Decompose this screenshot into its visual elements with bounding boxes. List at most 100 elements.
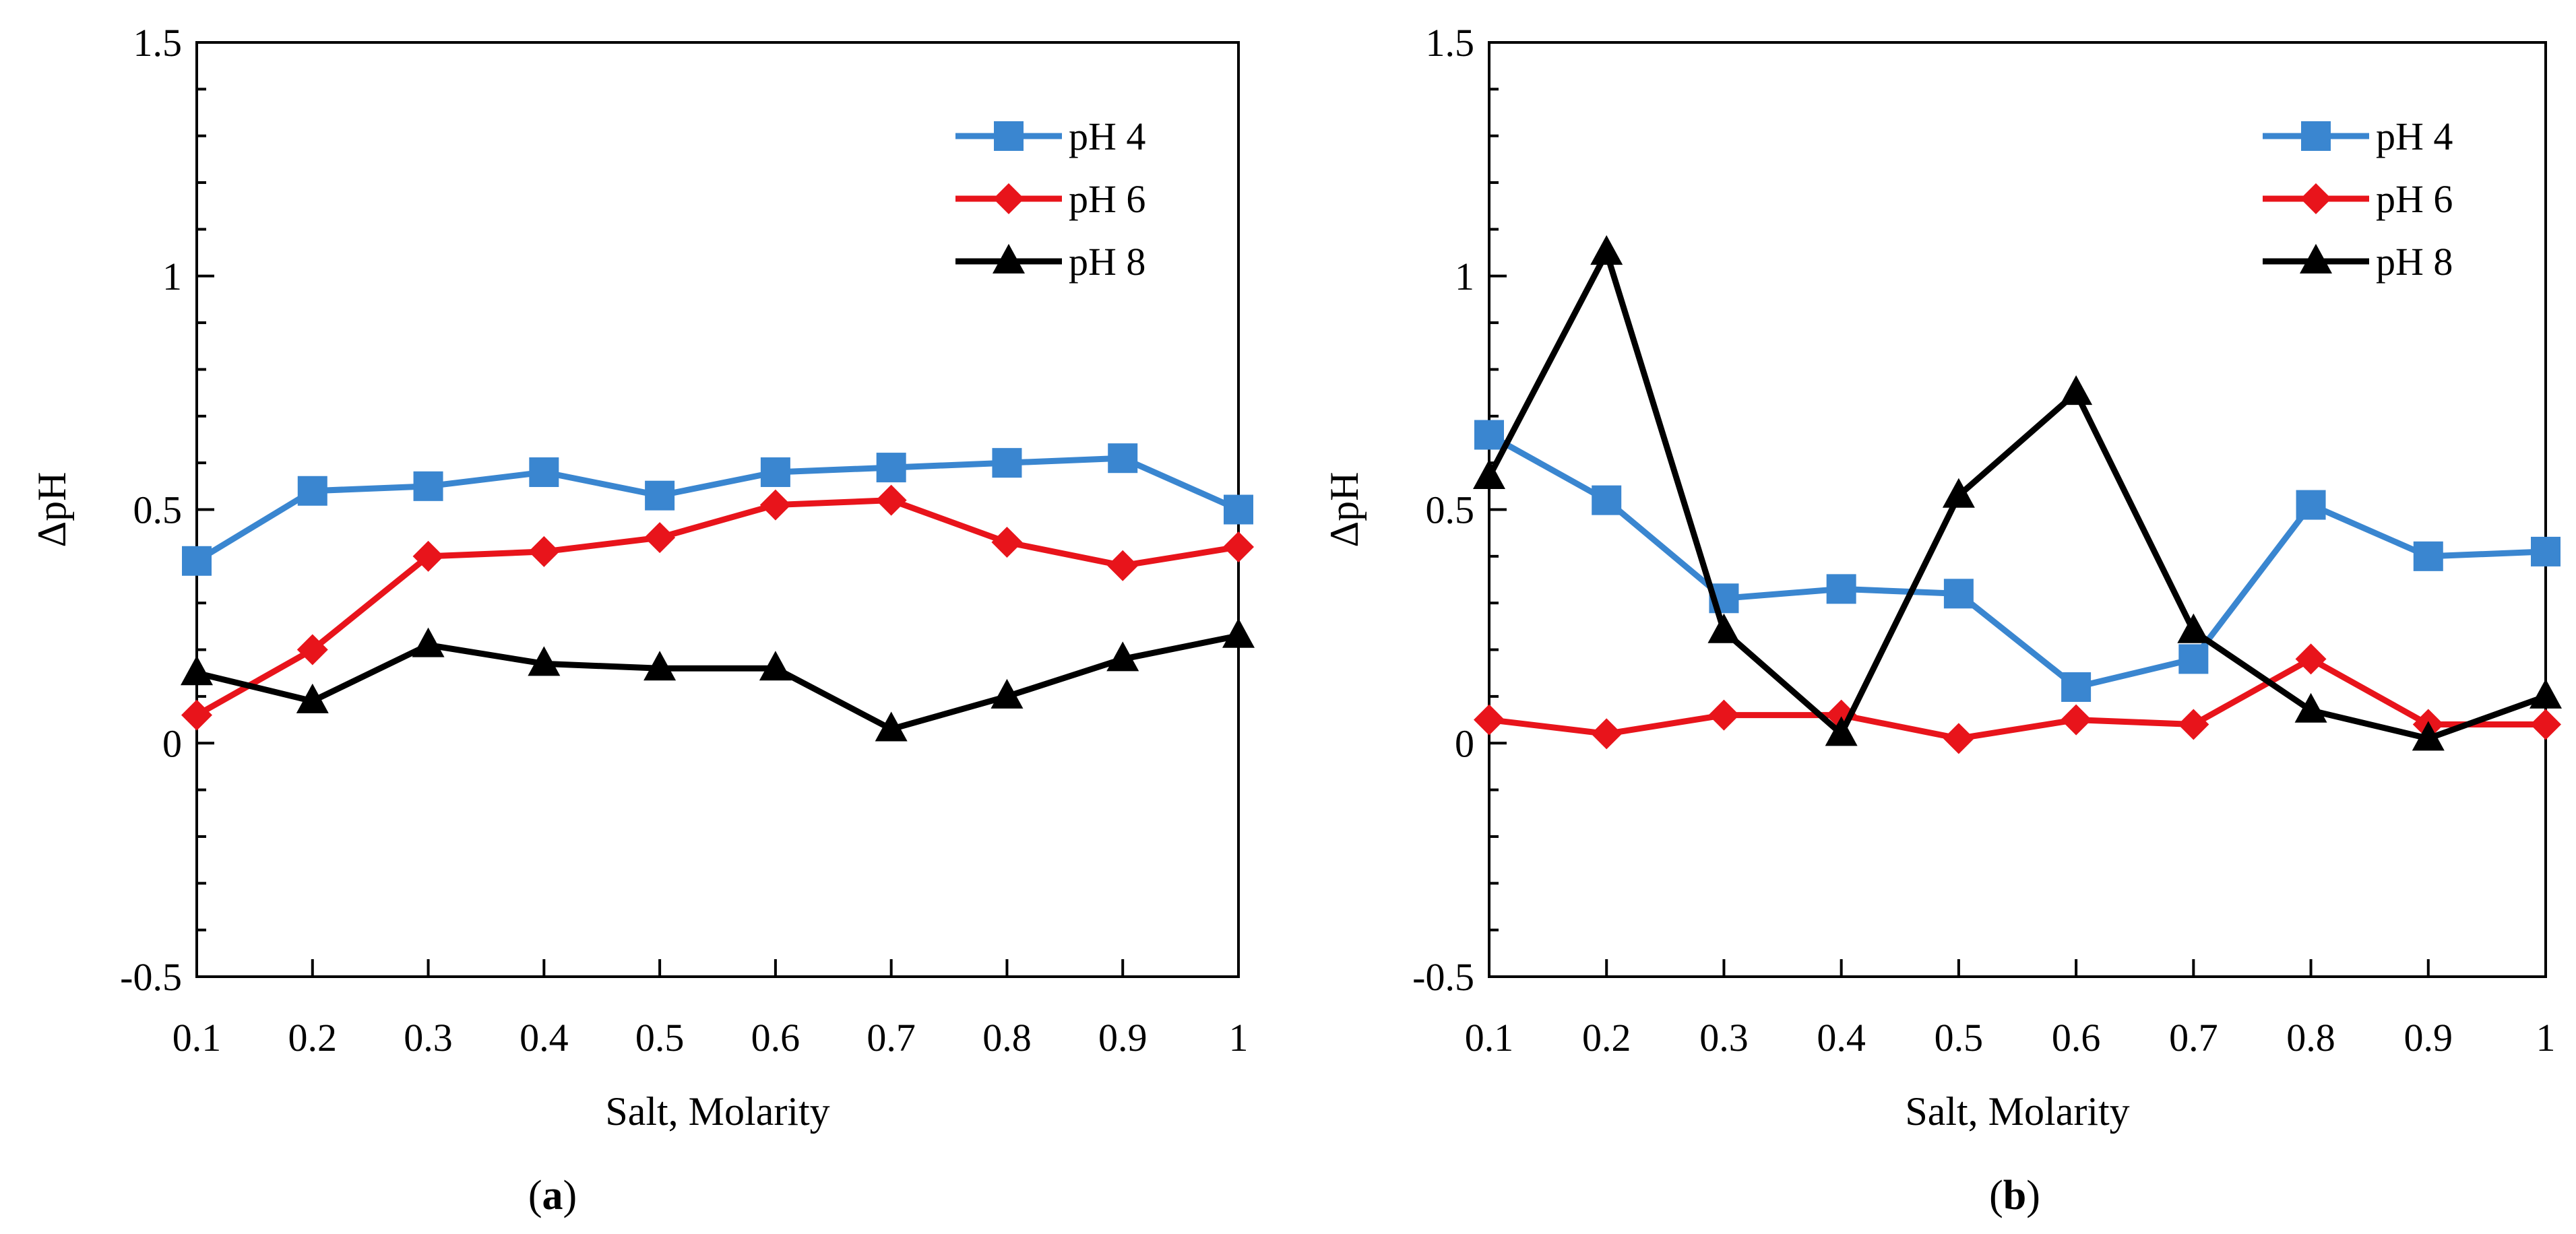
x-tick-label: 0.5 — [1935, 1016, 1984, 1060]
data-point — [875, 711, 908, 742]
legend-marker — [2300, 183, 2331, 214]
data-point — [1223, 531, 1254, 562]
data-point — [1107, 550, 1139, 581]
x-tick-label: 0.2 — [1582, 1016, 1631, 1060]
x-tick-label: 0.6 — [751, 1016, 800, 1060]
data-point — [2412, 721, 2445, 751]
x-tick-label: 0.4 — [520, 1016, 569, 1060]
data-point — [412, 627, 445, 657]
x-tick-label: 0.5 — [635, 1016, 685, 1060]
y-tick-label: 0.5 — [1426, 488, 1475, 532]
data-point — [991, 678, 1024, 709]
chart-panel-b: -0.5 0 0.5 1 1.5 0.1 0.2 0.3 0.4 0.5 0.6 0.7 0.8 0.9 1… — [1322, 21, 2562, 1219]
legend-marker — [993, 244, 1025, 273]
legend-item: pH 8 — [2263, 240, 2453, 284]
x-tick-label: 1 — [1229, 1016, 1249, 1060]
data-point — [759, 651, 792, 681]
legend-marker — [2300, 244, 2332, 273]
data-point — [2177, 613, 2210, 643]
data-point — [1707, 613, 1740, 643]
y-tick-label: 1 — [1455, 255, 1474, 298]
series-line — [195, 497, 1239, 718]
data-point — [2530, 678, 2562, 709]
data-point — [2530, 709, 2561, 740]
legend: pH 4 pH 6 pH 8 — [2263, 115, 2453, 284]
legend-label: pH 8 — [2376, 240, 2453, 284]
legend-marker — [993, 183, 1024, 214]
x-tick-label: 1 — [2536, 1016, 2556, 1060]
y-axis-title: ΔpH — [1322, 472, 1366, 548]
x-tick-label: 0.8 — [2286, 1016, 2335, 1060]
data-point — [296, 683, 329, 713]
x-tick-label: 0.8 — [982, 1016, 1032, 1060]
data-point — [181, 655, 213, 686]
data-point — [645, 480, 675, 511]
x-tick-label: 0.9 — [2404, 1016, 2453, 1060]
data-point — [296, 634, 328, 665]
data-point — [1474, 420, 1504, 450]
data-point — [2061, 704, 2092, 736]
data-point — [992, 448, 1022, 478]
x-tick-label: 0.7 — [2169, 1016, 2218, 1060]
data-point — [2295, 643, 2327, 675]
legend-item: pH 4 — [2263, 115, 2453, 158]
data-point — [991, 527, 1023, 558]
data-point — [2061, 672, 2092, 703]
x-tick-label: 0.1 — [1465, 1016, 1514, 1060]
y-tick-label: 0 — [1455, 721, 1474, 765]
data-point — [643, 651, 677, 681]
series-ph-4 — [1474, 420, 2561, 703]
y-tick-label: 1 — [162, 255, 182, 298]
data-point — [1943, 579, 1974, 609]
data-point — [528, 535, 560, 567]
x-tick-label: 0.1 — [172, 1016, 222, 1060]
data-point — [181, 699, 212, 731]
data-point — [297, 476, 327, 506]
y-tick-label: 1.5 — [133, 21, 183, 65]
data-point — [2294, 692, 2327, 723]
series-ph-6 — [181, 484, 1254, 731]
legend-label: pH 4 — [2376, 115, 2453, 158]
data-point — [2531, 536, 2561, 566]
data-point — [1591, 718, 1623, 750]
data-point — [528, 646, 561, 676]
x-tick-label: 0.3 — [404, 1016, 453, 1060]
data-point — [182, 546, 212, 576]
data-point — [1474, 704, 1505, 736]
data-point — [1592, 485, 1622, 515]
legend: pH 4 pH 6 pH 8 — [955, 115, 1145, 284]
data-point — [1590, 235, 1623, 265]
data-point — [529, 457, 559, 488]
chart-panel-a: -0.5 0 0.5 1 1.5 0.1 0.2 0.3 0.4 0.5 0.6 0.7 0.8 0.9 1… — [30, 21, 1255, 1219]
data-point — [2296, 490, 2326, 520]
legend-item: pH 4 — [955, 115, 1145, 158]
legend-item: pH 6 — [955, 177, 1145, 221]
x-tick-label: 0.7 — [867, 1016, 916, 1060]
legend-item: pH 8 — [955, 240, 1145, 284]
data-point — [2413, 541, 2443, 571]
x-axis-title: Salt, Molarity — [1905, 1089, 2129, 1134]
legend-label: pH 4 — [1069, 115, 1145, 158]
series-line — [195, 455, 1240, 564]
series-line — [1486, 249, 2547, 742]
series-line — [1487, 432, 2546, 690]
y-tick-label: -0.5 — [120, 955, 182, 999]
data-point — [876, 453, 906, 483]
legend-label: pH 6 — [2376, 177, 2453, 221]
series-ph-8 — [181, 618, 1255, 742]
y-axis-title: ΔpH — [30, 472, 74, 548]
series-line — [195, 632, 1239, 732]
x-tick-label: 0.6 — [2052, 1016, 2101, 1060]
legend-label: pH 8 — [1069, 240, 1145, 284]
data-point — [2178, 644, 2209, 674]
series-ph-6 — [1474, 643, 2561, 754]
x-tick-label: 0.3 — [1699, 1016, 1749, 1060]
y-tick-label: -0.5 — [1412, 955, 1474, 999]
data-point — [759, 489, 791, 521]
data-point — [2178, 709, 2209, 740]
data-point — [413, 471, 443, 501]
data-point — [1224, 494, 1253, 525]
x-axis-title: Salt, Molarity — [605, 1089, 829, 1134]
legend-item: pH 6 — [2263, 177, 2453, 221]
